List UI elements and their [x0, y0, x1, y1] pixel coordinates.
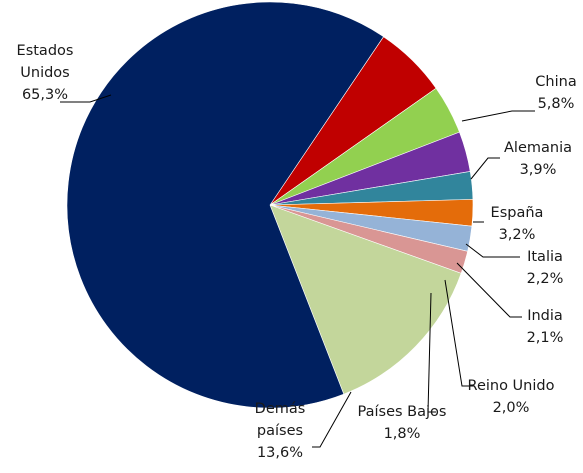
pie-slice [66, 1, 384, 409]
slice-label-line: 2,0% [493, 400, 530, 416]
slice-label-line: 65,3% [22, 87, 68, 103]
slice-label-line: España [491, 205, 544, 221]
slice-label-line: 3,2% [499, 227, 536, 243]
slice-label-line: 2,1% [527, 330, 564, 346]
slice-label: Estados Unidos 65,3% [17, 43, 74, 103]
slice-label-line: 13,6% [257, 445, 303, 461]
pie-slice [269, 204, 462, 395]
leader-line [470, 157, 500, 180]
slice-label: China 5,8% [535, 74, 576, 112]
slice-label-line: Alemania [504, 140, 572, 156]
slice-label-line: 5,8% [538, 96, 575, 112]
leader-line [456, 262, 522, 318]
slice-label-line: 1,8% [384, 426, 421, 442]
leader-line [60, 94, 112, 103]
slice-label-line: India [527, 308, 563, 324]
slice-label: Demás países 13,6% [255, 401, 306, 461]
slice-label: India 2,1% [527, 308, 564, 346]
slice-label-line: Unidos [20, 65, 69, 81]
pie-slices [66, 1, 474, 409]
leader-line [444, 279, 474, 387]
slice-label-line: 2,2% [527, 271, 564, 287]
leader-line [461, 110, 535, 122]
leader-line [465, 243, 520, 258]
slice-labels: China 5,8% Alemania 3,9% España 3,2% Italia 2,2… [17, 43, 577, 461]
slice-label: Italia 2,2% [527, 249, 564, 287]
slice-label: Reino Unido 2,0% [468, 378, 555, 416]
slice-label-line: 3,9% [520, 162, 557, 178]
slice-label-line: países [257, 423, 303, 439]
slice-label-line: Países Bajos [358, 404, 447, 420]
slice-label: España 3,2% [491, 205, 544, 243]
slice-label-line: China [535, 74, 576, 90]
slice-label-line: Italia [527, 249, 563, 265]
leader-lines [60, 94, 535, 448]
slice-label-line: Reino Unido [468, 378, 555, 394]
slice-label-line: Estados [17, 43, 74, 59]
slice-label: Alemania 3,9% [504, 140, 572, 178]
slice-label: Países Bajos 1,8% [358, 404, 447, 442]
leader-line [312, 391, 352, 448]
leader-line [427, 292, 436, 413]
slice-label-line: Demás [255, 401, 306, 417]
